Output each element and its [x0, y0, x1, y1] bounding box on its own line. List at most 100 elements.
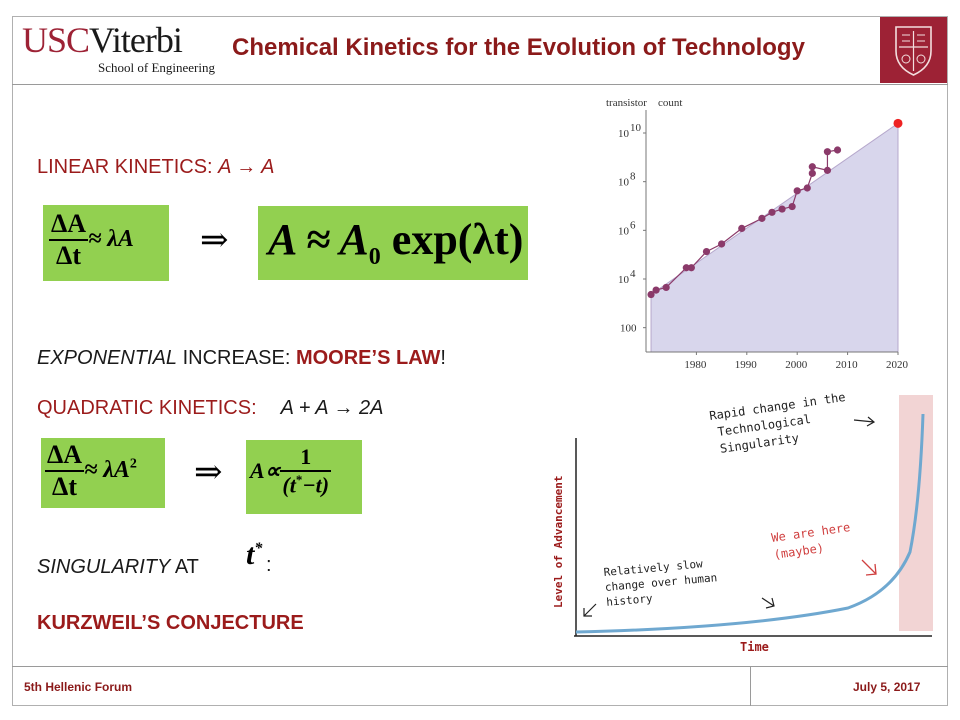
- singularity-line: SINGULARITY AT: [37, 556, 199, 579]
- moore-data-point: [647, 290, 655, 299]
- quad-rate-numerator: ΔA: [45, 440, 85, 472]
- moore-ylabel-word-1: transistor: [606, 97, 647, 109]
- arrow-slow-left-icon: [583, 603, 597, 617]
- moore-xtick-label: 1980: [684, 359, 707, 371]
- moore-data-point: [788, 202, 796, 211]
- moore-data-point: [793, 187, 801, 195]
- linear-label: LINEAR KINETICS:: [37, 156, 219, 178]
- moore-xtick-label: 2020: [886, 359, 909, 371]
- usc-seal-icon: [895, 26, 932, 76]
- logo-usc-text: USC: [22, 20, 90, 60]
- annotation-here-line-1: We are here: [770, 520, 851, 545]
- logo-viterbi-text: Viterbi: [89, 20, 183, 60]
- quad-label: QUADRATIC KINETICS:: [37, 397, 257, 419]
- moore-ytick-exponent: 10: [630, 122, 642, 134]
- sing-ylabel: Level of Advancement: [552, 476, 565, 608]
- footer-event: 5th Hellenic Forum: [24, 680, 133, 694]
- linear-kinetics-heading: LINEAR KINETICS: A → A: [37, 156, 274, 179]
- linear-reaction: A → A: [218, 156, 275, 178]
- hyper-den-close: −t): [302, 472, 330, 498]
- logo-school-text: School of Engineering: [98, 60, 215, 75]
- arrow-slow-right-icon: [761, 597, 775, 609]
- quadratic-kinetics-heading: QUADRATIC KINETICS: A + A → 2A: [37, 397, 383, 420]
- moore-data-point: [778, 205, 786, 213]
- advancement-curve: [575, 413, 925, 634]
- usc-seal-logo: [880, 17, 947, 83]
- arrow-rapid-icon: [853, 416, 876, 427]
- kurzweil-conjecture: KURZWEIL’S CONJECTURE: [37, 612, 304, 634]
- equation-box-linear-rate: ΔA Δt ≈ λA: [43, 205, 169, 281]
- usc-viterbi-logo: USCViterbi: [22, 20, 183, 60]
- implies-arrow-1: ⇒: [200, 220, 229, 260]
- moore-data-point: [682, 264, 690, 272]
- annotation-here-line-2: (maybe): [773, 541, 825, 562]
- moore-ylabel-word-2: count: [658, 97, 682, 109]
- moore-data-point: [808, 163, 816, 171]
- slide-title: Chemical Kinetics for the Evolution of T…: [232, 34, 805, 61]
- exclaim: !: [440, 347, 446, 369]
- rate-denominator: Δt: [56, 241, 82, 270]
- exp-eq-lhs: A ≈ A: [268, 215, 369, 264]
- moores-law-text: MOORE’S LAW: [295, 347, 441, 369]
- moore-data-point: [652, 286, 660, 294]
- moore-data-point: [803, 184, 811, 192]
- moore-xtick-label: 2000: [785, 359, 808, 371]
- rate-numerator: ΔA: [49, 209, 89, 241]
- tstar-symbol: t*: [246, 538, 262, 572]
- arrow-here-icon: [861, 559, 877, 576]
- singularity-at: AT: [170, 556, 199, 578]
- annotation-slow: Relatively slow change over human histor…: [603, 557, 718, 609]
- tstar-sup: *: [254, 540, 263, 557]
- hyper-lhs: A∝: [250, 458, 281, 484]
- exp-eq-rhs: exp(λt): [380, 215, 524, 264]
- footer-date: July 5, 2017: [853, 680, 921, 694]
- hyper-den-open: (t: [282, 472, 296, 498]
- moore-xtick-label: 1990: [735, 359, 758, 371]
- tstar-t: t: [246, 538, 255, 571]
- sing-xlabel: Time: [740, 640, 769, 654]
- annotation-here: We are here (maybe): [770, 520, 851, 562]
- moore-data-point: [758, 214, 766, 222]
- quad-reaction: A + A → 2A: [280, 397, 384, 419]
- exponential-increase-line: EXPONENTIAL INCREASE: MOORE’S LAW!: [37, 347, 446, 370]
- equation-box-quadratic-rate: ΔA Δt ≈ λA2: [41, 438, 165, 508]
- moore-data-point: [702, 247, 711, 256]
- singularity-colon: :: [266, 554, 272, 576]
- footer-separator: [750, 666, 751, 706]
- moore-data-point: [662, 283, 670, 292]
- implies-arrow-2: ⇒: [194, 452, 223, 492]
- hyper-numerator: 1: [280, 444, 332, 472]
- moore-projection-point: [893, 118, 903, 128]
- exponential-rest: INCREASE:: [177, 347, 296, 369]
- quad-rate-denominator: Δt: [52, 472, 78, 501]
- moore-data-point: [687, 264, 695, 272]
- hyper-denominator: (t*−t): [280, 472, 331, 498]
- moore-data-point: [768, 208, 776, 216]
- slide-frame: [12, 16, 948, 706]
- quad-rate-fraction: ΔA Δt: [45, 440, 85, 502]
- moore-ytick-label: 10: [618, 274, 630, 286]
- hyper-fraction: 1 (t*−t): [280, 444, 332, 498]
- singularity-word: SINGULARITY: [37, 556, 171, 578]
- moore-data-point: [823, 148, 832, 156]
- moore-ytick-label: 10: [618, 128, 630, 140]
- annotation-rapid: Rapid change in the Technological Singul…: [708, 392, 846, 456]
- moore-ytick-exponent: 8: [630, 171, 636, 183]
- hyper-den-star: *: [295, 472, 303, 487]
- moore-ytick-label: 10: [618, 177, 630, 189]
- header-divider: [12, 84, 948, 85]
- equation-box-exponential: A ≈ A0 exp(λt): [258, 206, 528, 280]
- singularity-chart: Time Level of Advancement Rapid change i…: [552, 392, 933, 654]
- moore-data-point: [738, 224, 746, 233]
- annotation-slow-line-3: history: [606, 592, 654, 609]
- rate-rhs: ≈ λA: [88, 225, 134, 252]
- moore-trend-area: [650, 122, 899, 353]
- moore-data-point: [808, 169, 816, 177]
- footer-divider: [12, 666, 948, 667]
- rate-fraction: ΔA Δt: [49, 209, 89, 271]
- quad-rate-sup: 2: [129, 456, 137, 472]
- quad-rate-rhs: ≈ λA: [84, 456, 130, 483]
- exp-eq-sub: 0: [368, 243, 381, 270]
- moore-data-point: [718, 240, 726, 248]
